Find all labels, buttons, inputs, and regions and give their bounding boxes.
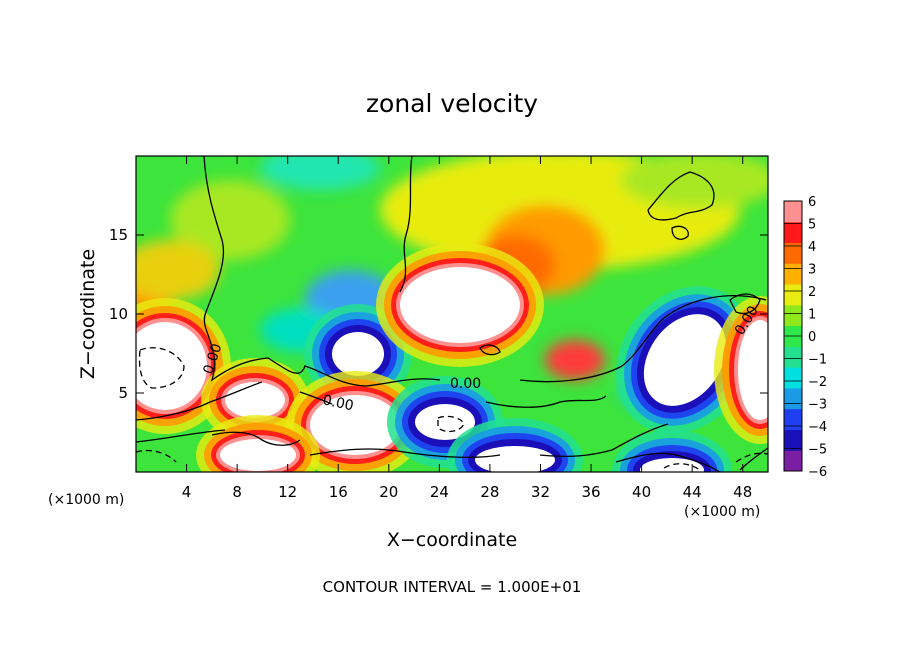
velocity-field — [136, 156, 768, 472]
x-axis: 4 8 12 16 20 24 28 32 36 40 44 48 — [182, 156, 752, 501]
field-region — [136, 240, 220, 300]
colorbar-swatch — [784, 201, 802, 223]
y-tick-label: 15 — [109, 226, 128, 244]
contour-line — [647, 171, 715, 221]
field-core — [310, 395, 400, 455]
colorbar-swatch — [784, 408, 802, 430]
colorbar-label: 0 — [808, 330, 816, 345]
x-tick-label: 24 — [430, 483, 449, 501]
x-tick-label: 48 — [733, 483, 752, 501]
contour-line — [138, 347, 185, 389]
colorbar-swatch — [784, 367, 802, 389]
y-tick-label: 5 — [118, 384, 128, 402]
contour-line — [735, 452, 768, 463]
contour-interval-note: CONTOUR INTERVAL = 1.000E+01 — [323, 578, 582, 596]
contour-lines — [136, 156, 768, 472]
colorbar-label: −3 — [808, 398, 827, 413]
contour-line — [519, 295, 767, 383]
field-core — [415, 404, 475, 440]
colorbar-label: 5 — [808, 218, 816, 233]
colorbar-label: 2 — [808, 285, 816, 300]
x-tick-label: 8 — [232, 483, 242, 501]
field-core — [475, 446, 555, 472]
contour-line — [663, 463, 701, 471]
contour-label: 0.00 — [450, 376, 481, 392]
y-axis: 5 10 15 — [109, 226, 768, 402]
field-core — [738, 320, 768, 420]
colorbar-swatch — [784, 221, 802, 244]
colorbar-swatch — [784, 242, 802, 264]
colorbar-label: −1 — [808, 353, 827, 368]
x-tick-label: 4 — [182, 483, 192, 501]
colorbar-swatch — [784, 450, 802, 472]
contour-line — [299, 391, 333, 405]
x-tick-label: 28 — [480, 483, 499, 501]
y-axis-label: Z−coordinate — [77, 249, 99, 379]
x-tick-label: 16 — [329, 483, 348, 501]
colorbar-swatch — [784, 429, 802, 451]
colorbar-label: −4 — [808, 420, 827, 435]
contour-line — [309, 448, 501, 458]
field-region — [545, 340, 605, 380]
colorbar-swatch — [784, 387, 802, 410]
x-tick-label: 32 — [531, 483, 550, 501]
contour-line — [437, 415, 465, 433]
contour-line — [136, 429, 226, 443]
field-region — [170, 180, 290, 260]
field-core — [400, 267, 520, 343]
field-region — [620, 156, 768, 208]
colorbar-swatch — [784, 284, 802, 306]
field-core — [643, 314, 727, 406]
y-tick-label: 10 — [109, 305, 128, 323]
colorbar: 6 5 4 3 2 1 0 −1 −2 −3 −4 −5 −6 — [783, 195, 827, 480]
x-tick-label: 40 — [632, 483, 651, 501]
plot-area: 0.00 0.00 0.00 0.00 4 8 12 16 20 24 28 32 36 40 44… — [109, 155, 769, 501]
x-units-right: (×1000 m) — [684, 504, 760, 520]
field-core — [640, 458, 704, 472]
colorbar-label: −2 — [808, 375, 827, 390]
x-tick-label: 44 — [683, 483, 702, 501]
x-tick-label: 36 — [581, 483, 600, 501]
colorbar-label: 3 — [808, 263, 816, 278]
chart-title: zonal velocity — [366, 89, 538, 118]
contour-line — [136, 449, 177, 463]
contour-line — [615, 452, 721, 472]
contour-line — [539, 423, 669, 458]
colorbar-label: 4 — [808, 240, 816, 255]
field-core — [225, 382, 285, 418]
x-tick-label: 20 — [379, 483, 398, 501]
x-axis-label: X−coordinate — [387, 529, 517, 551]
field-region — [260, 156, 380, 190]
contour-line — [136, 381, 263, 421]
colorbar-label: −5 — [808, 443, 827, 458]
colorbar-swatch — [784, 263, 802, 285]
x-tick-label: 12 — [278, 483, 297, 501]
x-units-left: (×1000 m) — [48, 492, 124, 508]
colorbar-label: 1 — [808, 308, 816, 323]
contour-label: 0.00 — [321, 392, 355, 414]
colorbar-swatch — [784, 346, 802, 368]
contour-line — [399, 156, 413, 293]
field-core — [332, 332, 384, 376]
colorbar-swatch — [784, 304, 802, 327]
contour-line — [485, 395, 607, 408]
contour-line — [729, 293, 761, 315]
colorbar-label: −6 — [808, 465, 827, 480]
contour-line — [211, 431, 301, 446]
contour-line — [739, 447, 768, 471]
contour-line — [671, 225, 689, 240]
contour-line — [479, 344, 501, 356]
colorbar-label: 6 — [808, 195, 816, 210]
contour-line — [203, 156, 441, 387]
field-core — [220, 439, 296, 471]
